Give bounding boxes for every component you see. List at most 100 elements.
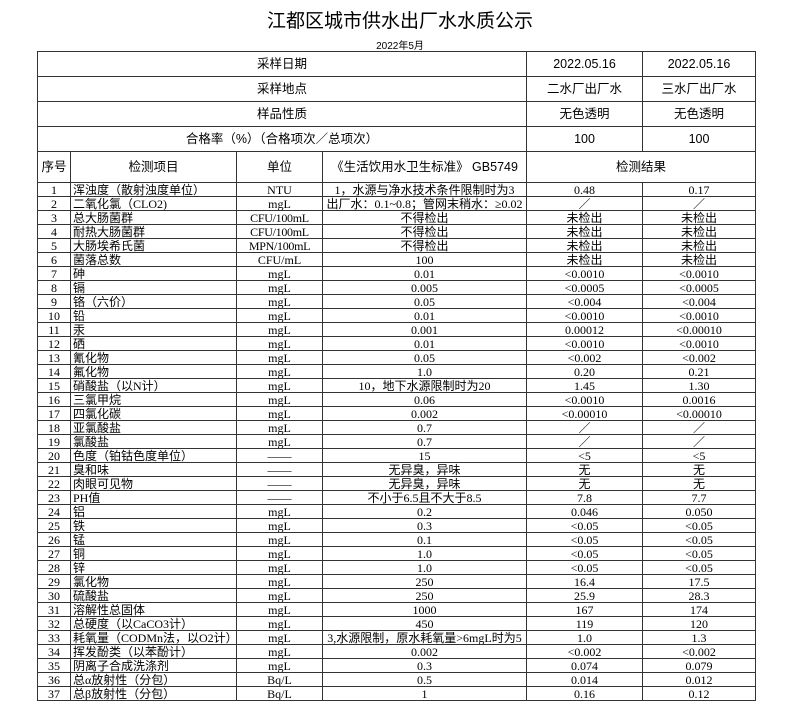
table-row: 17 四氯化碳 mgL 0.002 <0.00010 <0.00010 — [37, 406, 757, 421]
cell-result-plant2: 119 — [526, 616, 644, 631]
cell-seq: 22 — [37, 476, 71, 491]
cell-item: 汞 — [70, 322, 237, 337]
summary-value: 无色透明 — [642, 101, 757, 127]
cell-standard: 1 — [321, 686, 528, 701]
cell-unit: mgL — [236, 294, 323, 309]
cell-standard: 0.01 — [321, 266, 528, 281]
cell-item: 铁 — [70, 518, 237, 533]
cell-result-plant3: ／ — [642, 196, 757, 211]
cell-seq: 8 — [37, 280, 71, 295]
summary-label: 采样日期 — [36, 51, 528, 77]
summary-value: 2022.05.16 — [526, 51, 644, 77]
cell-unit: NTU — [236, 182, 323, 197]
cell-result-plant3: ／ — [642, 434, 757, 449]
cell-result-plant3: <0.0010 — [642, 336, 757, 351]
cell-unit: mgL — [236, 518, 323, 533]
cell-result-plant2: 0.00012 — [526, 322, 644, 337]
water-quality-table: 采样日期 2022.05.16 2022.05.16 采样地点 二水厂出厂水 三… — [36, 51, 757, 701]
cell-standard: 0.5 — [321, 672, 528, 687]
cell-result-plant2: <0.004 — [526, 294, 644, 309]
summary-row-sampling-date: 采样日期 2022.05.16 2022.05.16 — [36, 51, 757, 77]
cell-item: 硒 — [70, 336, 237, 351]
cell-result-plant3: 28.3 — [642, 588, 757, 603]
table-row: 32 总硬度（以CaCO3计） mgL 450 119 120 — [37, 616, 757, 631]
cell-result-plant3: 120 — [642, 616, 757, 631]
cell-result-plant2: ／ — [526, 420, 644, 435]
cell-result-plant3: 未检出 — [642, 252, 757, 267]
cell-standard: 无异臭，异味 — [321, 462, 528, 477]
header-standard: 《生活饮用水卫生标准》 GB5749 — [321, 151, 528, 183]
cell-item: 锰 — [70, 532, 237, 547]
cell-seq: 11 — [37, 322, 71, 337]
cell-item: 氯酸盐 — [70, 434, 237, 449]
cell-result-plant3: <0.00010 — [642, 322, 757, 337]
cell-unit: mgL — [236, 630, 323, 645]
table-row: 24 铝 mgL 0.2 0.046 0.050 — [37, 504, 757, 519]
cell-standard: 出厂水：0.1~0.8；管网末稍水：≥0.02 — [321, 196, 528, 211]
cell-seq: 23 — [37, 490, 71, 505]
cell-result-plant3: <0.0010 — [642, 266, 757, 281]
cell-item: 总大肠菌群 — [70, 210, 237, 225]
table-row: 36 总α放射性（分包） Bq/L 0.5 0.014 0.012 — [37, 672, 757, 687]
cell-seq: 32 — [37, 616, 71, 631]
cell-seq: 35 — [37, 658, 71, 673]
cell-seq: 20 — [37, 448, 71, 463]
cell-result-plant3: <0.05 — [642, 560, 757, 575]
cell-seq: 25 — [37, 518, 71, 533]
cell-item: 铜 — [70, 546, 237, 561]
cell-item: 硝酸盐（以N计） — [70, 378, 237, 393]
report-month: 2022年5月 — [376, 41, 424, 52]
cell-result-plant2: <0.05 — [526, 518, 644, 533]
cell-result-plant3: <0.002 — [642, 644, 757, 659]
cell-unit: mgL — [236, 266, 323, 281]
cell-item: 溶解性总固体 — [70, 602, 237, 617]
cell-standard: 0.005 — [321, 280, 528, 295]
cell-seq: 27 — [37, 546, 71, 561]
cell-result-plant2: 0.20 — [526, 364, 644, 379]
cell-seq: 29 — [37, 574, 71, 589]
cell-result-plant2: 未检出 — [526, 252, 644, 267]
cell-result-plant2: 未检出 — [526, 210, 644, 225]
cell-unit: MPN/100mL — [236, 238, 323, 253]
cell-seq: 9 — [37, 294, 71, 309]
table-row: 25 铁 mgL 0.3 <0.05 <0.05 — [37, 518, 757, 533]
cell-result-plant3: 0.050 — [642, 504, 757, 519]
table-row: 20 色度（铂钴色度单位） —— 15 <5 <5 — [37, 448, 757, 463]
cell-seq: 14 — [37, 364, 71, 379]
cell-item: 菌落总数 — [70, 252, 237, 267]
cell-result-plant3: 17.5 — [642, 574, 757, 589]
cell-result-plant3: <5 — [642, 448, 757, 463]
cell-item: 锌 — [70, 560, 237, 575]
cell-standard: 15 — [321, 448, 528, 463]
cell-standard: 250 — [321, 588, 528, 603]
cell-seq: 28 — [37, 560, 71, 575]
cell-seq: 17 — [37, 406, 71, 421]
table-row: 22 肉眼可见物 —— 无异臭，异味无无 — [37, 476, 757, 491]
cell-unit: mgL — [236, 336, 323, 351]
cell-seq: 19 — [37, 434, 71, 449]
cell-result-plant3: 0.21 — [642, 364, 757, 379]
cell-result-plant2: 0.48 — [526, 182, 644, 197]
cell-unit: CFU/mL — [236, 252, 323, 267]
cell-standard: 100 — [321, 252, 528, 267]
cell-result-plant2: 1.45 — [526, 378, 644, 393]
cell-item: 三氯甲烷 — [70, 392, 237, 407]
cell-unit: —— — [236, 476, 323, 491]
cell-standard: 0.3 — [321, 518, 528, 533]
cell-unit: mgL — [236, 280, 323, 295]
cell-seq: 10 — [37, 308, 71, 323]
cell-item: 总硬度（以CaCO3计） — [70, 616, 237, 631]
cell-unit: mgL — [236, 588, 323, 603]
cell-item: 臭和味 — [70, 462, 237, 477]
cell-unit: —— — [236, 490, 323, 505]
header-seq: 序号 — [37, 151, 71, 183]
summary-row-sampling-location: 采样地点 二水厂出厂水 三水厂出厂水 — [36, 76, 757, 102]
cell-seq: 26 — [37, 532, 71, 547]
cell-result-plant2: 未检出 — [526, 238, 644, 253]
summary-value: 三水厂出厂水 — [642, 76, 757, 102]
table-row: 37 总β放射性（分包） Bq/L 1 0.16 0.12 — [37, 686, 757, 701]
cell-result-plant2: <0.002 — [526, 350, 644, 365]
table-row: 26 锰 mgL 0.1 <0.05 <0.05 — [37, 532, 757, 547]
cell-unit: mgL — [236, 532, 323, 547]
cell-seq: 30 — [37, 588, 71, 603]
